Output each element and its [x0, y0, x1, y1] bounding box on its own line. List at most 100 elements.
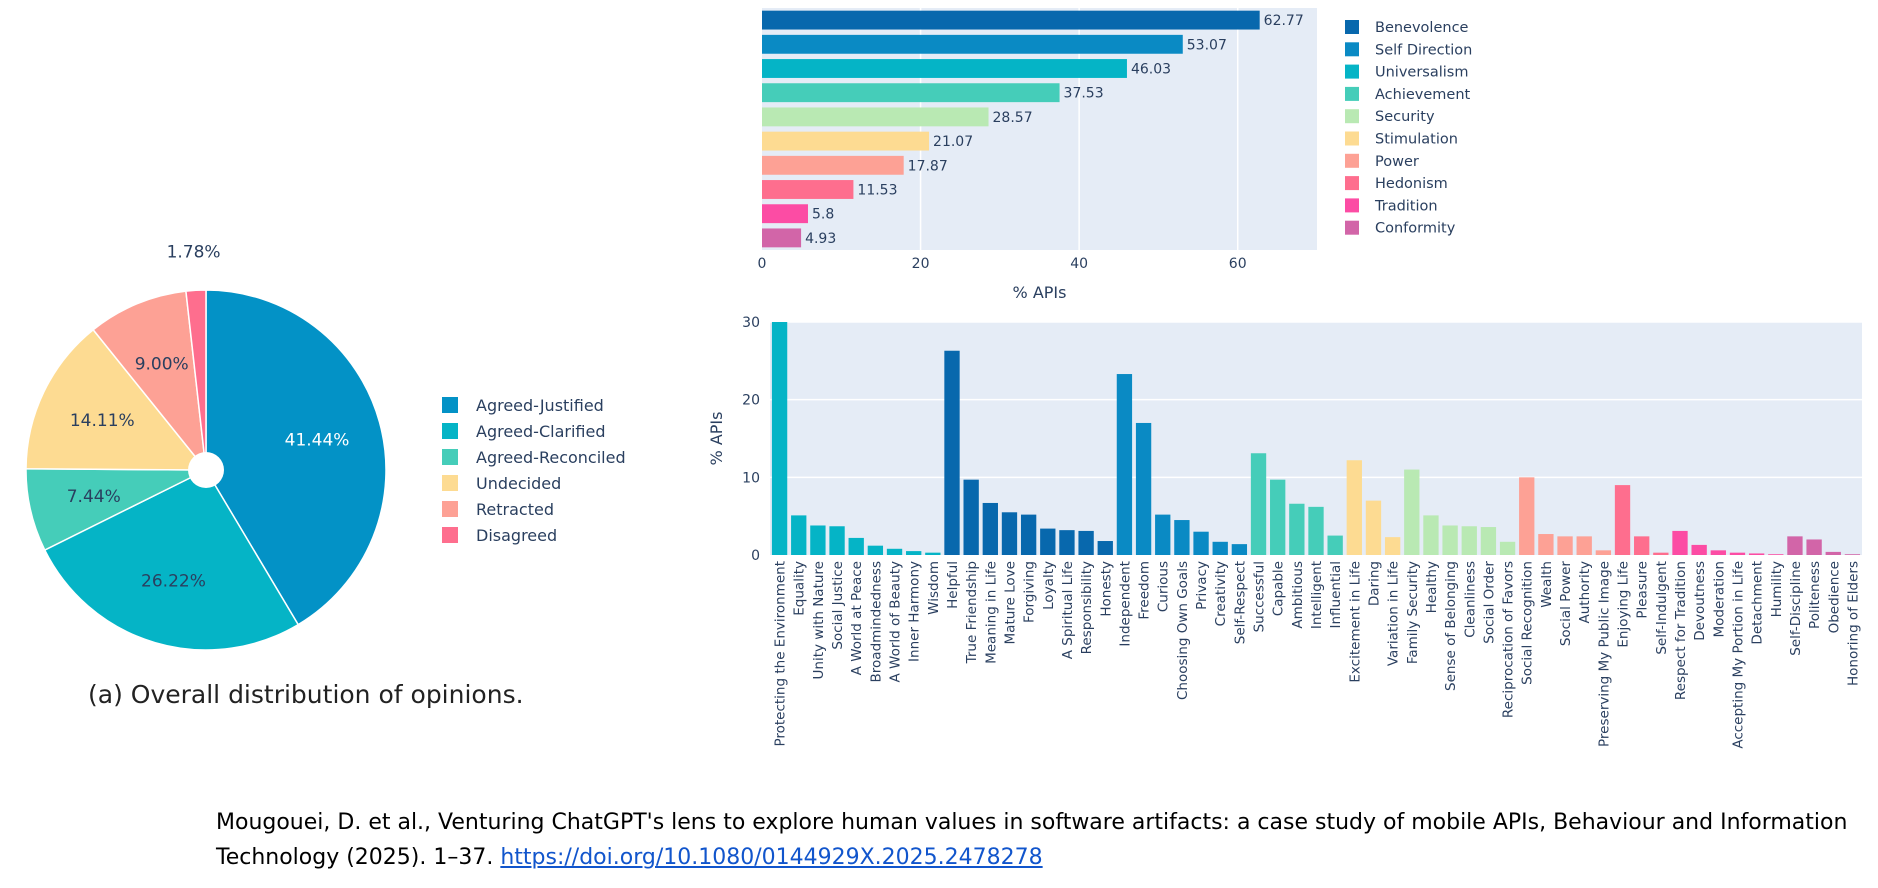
hbar-bar-stimulation — [762, 131, 930, 151]
vbar-bar-choosing-own-goals — [1174, 520, 1190, 555]
vbar-bar-preserving-my-public-image — [1595, 550, 1612, 555]
hbar-legend-label: Self Direction — [1375, 42, 1472, 58]
vbar-bar-social-order — [1480, 527, 1497, 555]
pie-data-label: 14.11% — [70, 411, 135, 431]
hbar-legend-label: Hedonism — [1375, 176, 1448, 192]
hbar-legend-label: Universalism — [1375, 65, 1468, 81]
vbar-x-tick-label: Responsibility — [1079, 561, 1095, 654]
vbar-bar-enjoying-life — [1614, 485, 1631, 555]
vbar-x-tick-label: Self-Respect — [1232, 561, 1248, 644]
pie-slice-agreed-justified — [205, 289, 387, 626]
vbar-bar-accepting-my-portion-in-life — [1729, 552, 1746, 555]
pie-data-label: 1.78% — [167, 242, 221, 262]
vbar-x-tick-label: Obedience — [1826, 561, 1842, 633]
vbar-bar-capable — [1270, 479, 1286, 555]
pie-legend-label: Undecided — [476, 474, 561, 493]
vbar-x-tick-label: Ambitious — [1290, 561, 1306, 629]
hbar-bar-achievement — [762, 83, 1060, 103]
vbar-y-axis-title: % APIs — [707, 412, 726, 466]
vbar-bar-self-discipline — [1787, 536, 1803, 555]
vbar-x-tick-label: Curious — [1156, 561, 1172, 612]
vbar-x-tick-label: Respect for Tradition — [1673, 561, 1689, 700]
pie-data-label: 26.22% — [141, 572, 206, 592]
vbar-bar-honoring-of-elders — [1844, 554, 1861, 555]
hbar-x-tick-label: 20 — [912, 256, 930, 272]
vbar-x-tick-label: Choosing Own Goals — [1175, 561, 1191, 700]
hbar-bar-security — [762, 107, 989, 127]
vbar-x-tick-label: Inner Harmony — [907, 561, 923, 662]
hbar-legend-swatch — [1345, 176, 1359, 191]
vbar-x-tick-label: Daring — [1366, 561, 1382, 606]
vbar-y-tick-label: 30 — [742, 315, 760, 331]
vbar-bar-daring — [1365, 500, 1382, 555]
vbar-bar-equality — [791, 515, 807, 555]
vbar-bar-honesty — [1097, 541, 1113, 555]
vbar-bar-successful — [1250, 453, 1267, 555]
pie-legend-label: Agreed-Justified — [476, 396, 604, 415]
vbar-x-tick-label: Influential — [1328, 561, 1344, 629]
vbar-bar-reciprocation-of-favors — [1499, 541, 1516, 555]
vbar-bar-variation-in-life — [1384, 537, 1401, 555]
hbar-data-label: 11.53 — [857, 183, 897, 199]
hbar-data-label: 28.57 — [993, 110, 1033, 126]
pie-legend-swatch — [442, 475, 458, 491]
hbar-x-axis-title: % APIs — [1013, 283, 1067, 302]
hbar-bar-conformity — [762, 228, 802, 248]
pie-legend-swatch — [442, 397, 458, 413]
pie-slice-undecided — [25, 328, 208, 471]
vbar-bar-wealth — [1538, 534, 1554, 555]
vbar-x-tick-label: Self-Discipline — [1788, 561, 1804, 656]
vbar-bar-privacy — [1193, 531, 1209, 555]
hbar-data-label: 53.07 — [1187, 37, 1227, 53]
vbar-bar-protecting-the-environment — [771, 322, 788, 555]
vbar-bar-mature-love — [1001, 512, 1018, 555]
vbar-x-tick-label: Privacy — [1194, 561, 1210, 610]
hbar-legend-swatch — [1345, 220, 1359, 235]
vbar-x-tick-label: Helpful — [945, 561, 961, 609]
citation-doi-link[interactable]: https://doi.org/10.1080/0144929X.2025.24… — [500, 845, 1043, 870]
hbar-data-label: 17.87 — [908, 158, 948, 174]
vbar-x-tick-label: Social Justice — [830, 561, 846, 650]
vbar-bar-healthy — [1423, 515, 1439, 555]
vbar-bar-devoutness — [1691, 544, 1707, 555]
vbar-x-tick-label: Enjoying Life — [1616, 561, 1632, 648]
vbar-x-tick-label: Independent — [1117, 561, 1133, 647]
vbar-x-tick-label: Loyalty — [1041, 561, 1057, 610]
pie-data-label: 9.00% — [135, 355, 189, 375]
pie-legend-swatch — [442, 423, 458, 439]
vbar-x-tick-label: Moderation — [1711, 561, 1727, 637]
vbar-bar-family-security — [1404, 469, 1420, 555]
vbar-x-tick-label: Unity with Nature — [811, 561, 827, 679]
vbar-x-tick-label: Creativity — [1213, 561, 1229, 626]
hbar-legend-swatch — [1345, 131, 1359, 146]
vbar-bar-excitement-in-life — [1346, 460, 1362, 555]
hbar-legend: Benevolence Self Direction Universalism Ach… — [1345, 20, 1472, 237]
pie-center-hole — [188, 452, 224, 488]
hbar-bar-benevolence — [762, 10, 1260, 30]
pie-legend-label: Retracted — [476, 500, 554, 519]
hbar-legend-swatch — [1345, 42, 1359, 57]
vbar-bar-social-power — [1557, 536, 1573, 555]
vbar-bar-wisdom — [925, 552, 941, 555]
vbar-bar-a-world-of-beauty — [886, 548, 903, 555]
hbar-legend-label: Achievement — [1375, 87, 1471, 103]
pie-legend-label: Agreed-Clarified — [476, 422, 605, 441]
vbar-x-tick-label: Cleanliness — [1462, 561, 1478, 638]
vbar-x-tick-label: Healthy — [1424, 561, 1440, 613]
vbar-x-tick-label: Politeness — [1807, 561, 1823, 629]
vbar-x-tick-label: Preserving My Public Image — [1596, 561, 1612, 747]
vbar-bar-freedom — [1135, 422, 1152, 555]
vbar-x-tick-label: Intelligent — [1309, 561, 1325, 629]
pie-caption: (a) Overall distribution of opinions. — [88, 680, 524, 709]
vbar-x-tick-label: True Friendship — [964, 561, 980, 664]
vbar-x-tick-label: A Spiritual Life — [1060, 561, 1076, 659]
vbar-x-tick-label: Social Recognition — [1520, 561, 1536, 685]
hbar-legend-swatch — [1345, 20, 1359, 34]
vbar-x-tick-label: Authority — [1577, 561, 1593, 623]
vbar-bar-social-justice — [829, 526, 845, 555]
vbar-bar-cleanliness — [1461, 526, 1477, 555]
vbar-x-tick-label: Devoutness — [1692, 561, 1708, 641]
hbar-legend-swatch — [1345, 86, 1359, 101]
vbar-bar-detachment — [1748, 553, 1765, 555]
vbar-bar-influential — [1327, 535, 1343, 555]
